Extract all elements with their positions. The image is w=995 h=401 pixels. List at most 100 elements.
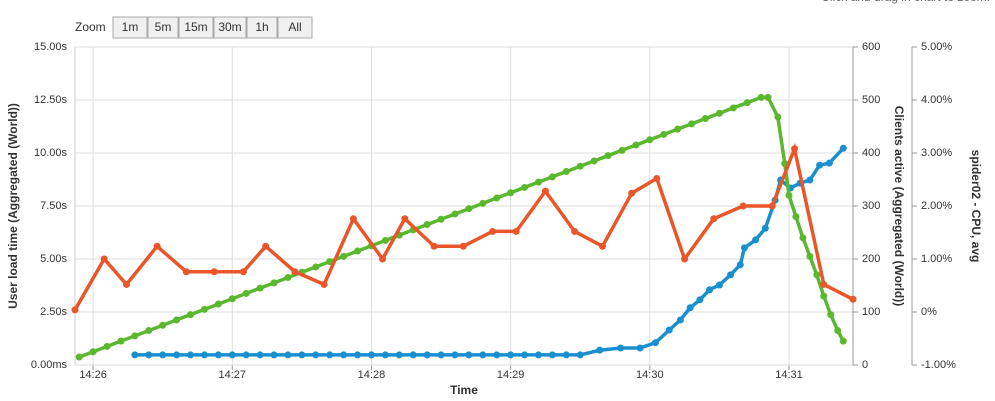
data-point: [312, 351, 320, 359]
data-point: [145, 351, 153, 359]
data-point: [827, 311, 835, 319]
data-point: [173, 351, 181, 359]
data-point: [239, 268, 247, 276]
data-point: [89, 348, 97, 356]
data-point: [122, 280, 130, 288]
x-tick-label: 14:27: [219, 369, 247, 381]
data-point: [200, 351, 208, 359]
data-point: [736, 261, 744, 269]
zoom-button-label[interactable]: All: [288, 20, 301, 34]
data-point: [740, 244, 748, 252]
y-tick-label: 0.00ms: [31, 359, 68, 371]
zoom-button[interactable]: [277, 16, 313, 39]
data-point: [548, 173, 556, 181]
data-point: [131, 332, 139, 340]
zoom-button[interactable]: [178, 16, 214, 39]
data-point: [521, 183, 529, 191]
zoom-button[interactable]: [246, 16, 278, 39]
y3-tick-label: 3.00%: [921, 147, 952, 159]
data-point: [743, 99, 751, 107]
data-point: [210, 268, 218, 276]
data-point: [665, 326, 673, 334]
data-point: [312, 263, 320, 271]
data-point: [430, 242, 438, 250]
data-point: [834, 327, 842, 335]
data-point: [768, 202, 776, 210]
series-line: [73, 142, 854, 311]
data-point: [437, 215, 445, 223]
zoom-button-label[interactable]: 1m: [122, 20, 139, 34]
y2-axis-title: Clients active (Aggregated (World)): [892, 106, 906, 306]
data-point: [761, 224, 769, 232]
data-point: [792, 213, 800, 221]
data-point: [632, 141, 640, 149]
data-point: [103, 342, 111, 350]
data-point: [701, 115, 709, 123]
y2-tick-label: 200: [862, 253, 880, 265]
data-point: [291, 268, 299, 276]
data-point: [489, 227, 497, 235]
data-point: [479, 351, 487, 359]
y2-tick-label: 0: [862, 359, 868, 371]
y-tick-label: 10.00s: [34, 147, 68, 159]
y3-axis-title: spider02 - CPU, avg: [969, 150, 983, 263]
data-point: [100, 255, 108, 263]
x-axis-title: Time: [450, 383, 478, 397]
y2-tick-label: 100: [862, 306, 880, 318]
data-point: [839, 337, 847, 345]
data-point: [465, 205, 473, 213]
zoom-button-label[interactable]: 5m: [155, 20, 172, 34]
data-point: [401, 215, 409, 223]
data-point: [284, 351, 292, 359]
data-point: [349, 215, 357, 223]
data-point: [423, 351, 431, 359]
data-point: [806, 176, 814, 184]
data-point: [696, 296, 704, 304]
data-point: [451, 351, 459, 359]
data-point: [590, 157, 598, 165]
data-point: [752, 236, 760, 244]
zoom-button[interactable]: [112, 16, 148, 39]
data-point: [674, 125, 682, 133]
x-tick-label: 14:28: [358, 369, 386, 381]
data-point: [479, 199, 487, 207]
data-point: [117, 337, 125, 345]
data-point: [242, 289, 250, 297]
data-point: [423, 221, 431, 229]
data-point: [354, 351, 362, 359]
data-point: [200, 305, 208, 313]
data-point: [598, 242, 606, 250]
data-point: [571, 227, 579, 235]
data-point: [326, 258, 334, 266]
data-point: [688, 120, 696, 128]
data-point: [507, 351, 515, 359]
x-tick-label: 14:30: [636, 369, 664, 381]
data-point: [576, 162, 584, 170]
zoom-button-label[interactable]: 15m: [184, 20, 207, 34]
data-point: [228, 295, 236, 303]
data-point: [799, 234, 807, 242]
data-point: [618, 146, 626, 154]
data-point: [710, 215, 718, 223]
data-point: [686, 304, 694, 312]
data-point: [562, 351, 570, 359]
data-point: [651, 339, 659, 347]
y2-tick-label: 300: [862, 200, 880, 212]
zoom-button[interactable]: [147, 16, 179, 39]
data-point: [228, 351, 236, 359]
data-point: [541, 187, 549, 195]
data-point: [604, 152, 612, 160]
data-point: [270, 351, 278, 359]
zoom-button-label[interactable]: 30m: [218, 20, 241, 34]
y3-tick-label: 1.00%: [921, 253, 952, 265]
zoom-button-label[interactable]: 1h: [255, 20, 268, 34]
y3-tick-label: 0%: [921, 306, 937, 318]
data-point: [715, 281, 723, 289]
data-point: [381, 351, 389, 359]
zoom-button[interactable]: [213, 16, 247, 39]
data-point: [173, 316, 181, 324]
y-axis-title: User load time (Aggregated (World)): [6, 103, 20, 309]
data-point: [242, 351, 250, 359]
data-point: [159, 351, 167, 359]
